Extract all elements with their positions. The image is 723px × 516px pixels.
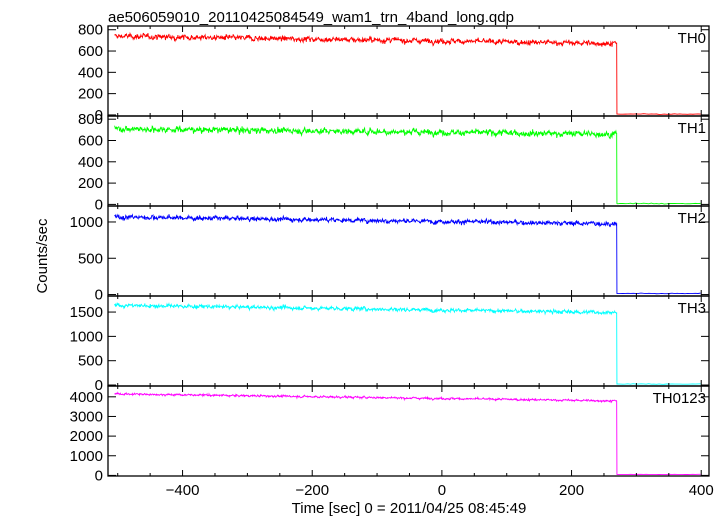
y-tick-label: 0 — [95, 107, 103, 124]
panels: 0 200 400 600 800 TH0 0 200 400 600 800 TH1 0 500 1000… — [70, 22, 714, 499]
panel-th0: 0 200 400 600 800 TH0 — [78, 22, 710, 124]
panel-label-th1: TH1 — [678, 120, 706, 137]
y-tick-label: 400 — [78, 154, 103, 171]
y-tick-label: 600 — [78, 132, 103, 149]
y-tick-label: 500 — [78, 353, 103, 370]
panel-th2: 0 500 1000 TH2 — [70, 205, 710, 304]
x-tick-label: 400 — [689, 482, 714, 499]
y-tick-label: 800 — [78, 22, 103, 39]
panel-frame — [107, 385, 710, 477]
x-axis-title: Time [sec] 0 = 2011/04/25 08:45:49 — [292, 500, 527, 516]
x-tick-label: 0 — [438, 482, 446, 499]
panel-label-th0: TH0 — [678, 30, 706, 47]
series-line-th0123 — [114, 391, 701, 476]
panel-label-th0123: TH0123 — [653, 390, 706, 407]
panel-frame — [107, 25, 710, 117]
series-line-th1 — [114, 124, 701, 205]
y-tick-label: 0 — [95, 467, 103, 484]
panel-th3: 0 500 1000 1500 TH3 — [70, 295, 710, 394]
y-tick-label: 2000 — [70, 428, 103, 445]
chart-title: ae506059010_20110425084549_wam1_trn_4ban… — [108, 9, 514, 26]
y-tick-label: 3000 — [70, 408, 103, 425]
y-tick-label: 400 — [78, 64, 103, 81]
panel-th1: 0 200 400 600 800 TH1 — [78, 111, 710, 213]
y-tick-label: 4000 — [70, 389, 103, 406]
panel-label-th3: TH3 — [678, 300, 706, 317]
series-line-th3 — [114, 302, 701, 385]
y-tick-label: 1000 — [70, 328, 103, 345]
y-tick-label: 1500 — [70, 304, 103, 321]
y-tick-label: 1000 — [70, 214, 103, 231]
series-line-th0 — [114, 31, 701, 115]
y-tick-label: 0 — [95, 287, 103, 304]
x-tick-label: 200 — [559, 482, 584, 499]
y-tick-label: 0 — [95, 196, 103, 213]
series-line-th2 — [114, 213, 701, 295]
panel-th0123: 0 1000 2000 3000 4000 TH0123 −400 −200 0 200 400 — [70, 385, 714, 499]
x-tick-label: −200 — [295, 482, 329, 499]
y-tick-label: 800 — [78, 111, 103, 128]
y-axis-title: Counts/sec — [34, 218, 51, 294]
y-tick-label: 600 — [78, 43, 103, 60]
y-tick-label: 1000 — [70, 448, 103, 465]
y-tick-label: 500 — [78, 250, 103, 267]
y-tick-label: 0 — [95, 377, 103, 394]
panel-label-th2: TH2 — [678, 210, 706, 227]
y-tick-label: 200 — [78, 175, 103, 192]
x-tick-label: −400 — [166, 482, 200, 499]
y-tick-label: 200 — [78, 86, 103, 103]
